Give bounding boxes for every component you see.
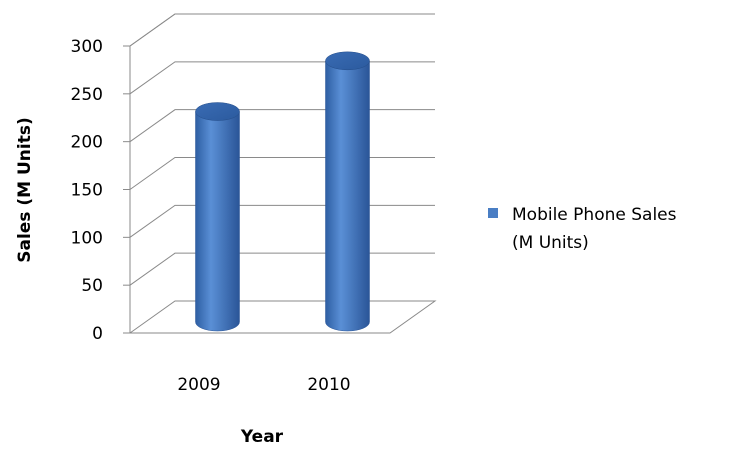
bars xyxy=(195,51,370,332)
y-tick-label: 100 xyxy=(71,228,103,248)
bar-top xyxy=(195,102,240,121)
bar xyxy=(325,60,370,332)
y-tick-label: 150 xyxy=(71,181,103,201)
y-axis-title: Sales (M Units) xyxy=(15,117,35,262)
x-axis-ticks: 2009 2010 xyxy=(177,375,350,395)
legend: Mobile Phone Sales (M Units) xyxy=(488,205,677,253)
y-tick-label: 0 xyxy=(92,324,103,344)
gridline xyxy=(129,109,435,143)
y-tick-label: 200 xyxy=(71,133,103,153)
gridline xyxy=(129,204,435,238)
bar-top xyxy=(325,51,370,71)
legend-label-line-2: (M Units) xyxy=(512,233,589,253)
legend-label-line-1: Mobile Phone Sales xyxy=(512,205,677,225)
y-tick-label: 50 xyxy=(81,276,103,296)
y-axis-ticks: 0 50 100 150 200 250 300 xyxy=(71,37,130,344)
gridline xyxy=(129,61,435,95)
x-tick-label: 2010 xyxy=(307,375,350,395)
x-axis-title: Year xyxy=(240,427,284,447)
bar xyxy=(195,111,240,332)
gridline xyxy=(129,252,435,286)
gridline xyxy=(129,13,435,47)
floor xyxy=(128,300,437,334)
gridline xyxy=(129,157,435,190)
y-tick-label: 300 xyxy=(71,37,103,57)
back-wall-top-edge xyxy=(129,13,435,47)
x-tick-label: 2009 xyxy=(177,375,220,395)
legend-swatch xyxy=(488,208,498,218)
y-tick-label: 250 xyxy=(71,85,103,105)
gridlines xyxy=(129,13,435,286)
